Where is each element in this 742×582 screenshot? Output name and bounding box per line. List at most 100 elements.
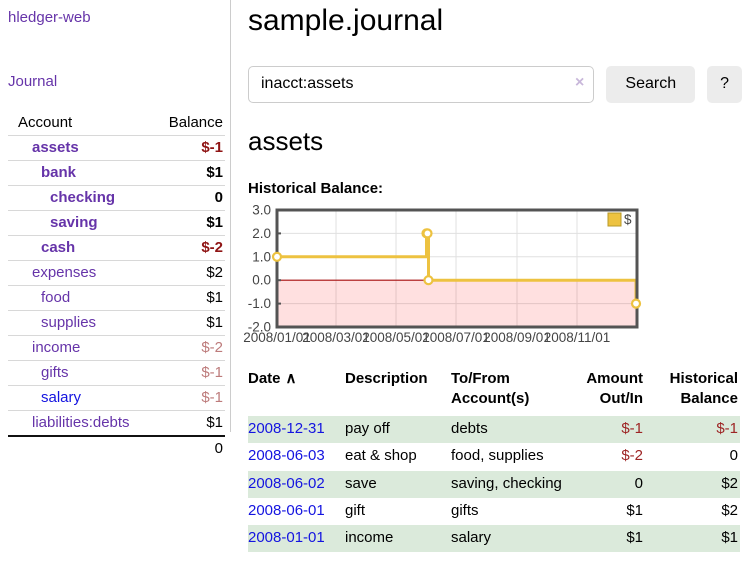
chart-canvas: 3.0 2.0 1.0 0.0 -1.0 -2.02008/01/012008/03/01… (243, 202, 642, 345)
sidebar-account-link[interactable]: bank (41, 164, 77, 181)
search-input[interactable] (248, 65, 595, 103)
sidebar-account-link[interactable]: checking (50, 189, 116, 206)
sort-ascending-icon: ∧ (285, 369, 297, 387)
accounts-total-value: 0 (8, 435, 225, 461)
account-balance: $-2 (148, 235, 225, 261)
sidebar-account-link[interactable]: gifts (41, 364, 69, 381)
sidebar-item-journal[interactable]: Journal (8, 73, 58, 90)
transaction-balance: $2 (721, 474, 738, 492)
account-name-cell: saving (8, 210, 149, 236)
account-balance: $1 (148, 410, 225, 437)
account-row: supplies $1 (8, 310, 225, 336)
account-row: checking 0 (8, 185, 225, 211)
account-row: gifts $-1 (8, 360, 225, 386)
accounts-header-account: Account (8, 111, 149, 136)
register-table: Date ∧ Description To/From Account(s) Amo… (248, 367, 740, 553)
account-balance: 0 (148, 185, 225, 211)
y-axis-tick-label: 0.0 (252, 272, 271, 287)
account-row: bank $1 (8, 160, 225, 186)
account-row: liabilities:debts $1 (8, 410, 225, 437)
help-button[interactable]: ? (707, 65, 742, 103)
y-axis-tick-label: 1.0 (252, 249, 271, 264)
sidebar-account-link[interactable]: expenses (32, 264, 97, 281)
transaction-accounts: food, supplies (451, 447, 544, 465)
accounts-header-balance: Balance (148, 111, 225, 136)
transaction-date-cell: 2008-06-02 (248, 471, 345, 498)
sidebar-account-link[interactable]: assets (32, 139, 79, 156)
transaction-balance: 0 (729, 447, 738, 465)
page-title: sample.journal (248, 4, 444, 37)
y-axis-tick-label: 2.0 (252, 225, 271, 240)
col-date[interactable]: Date ∧ (248, 367, 345, 417)
transaction-row: 2008-06-02 save saving, checking 0 $2 (248, 470, 740, 498)
transaction-balance: $2 (721, 501, 738, 519)
transaction-description: gift (345, 501, 366, 519)
account-name-cell: checking (8, 185, 149, 211)
transaction-row: 2008-12-31 pay off debts $-1 $-1 (248, 416, 740, 444)
main-content: sample.journal × Search ? assets Histori… (243, 0, 742, 553)
account-row: food $1 (8, 285, 225, 311)
account-row: assets $-1 (8, 135, 225, 161)
account-balance: $-1 (148, 135, 225, 161)
account-name-cell: food (8, 285, 149, 311)
account-balance: $-1 (148, 385, 225, 411)
account-balance: $2 (148, 260, 225, 286)
col-balance: Historical Balance (669, 369, 738, 407)
account-name-cell: assets (8, 135, 149, 161)
col-accounts: To/From Account(s) (451, 369, 530, 407)
app-title-link[interactable]: hledger-web (8, 9, 91, 26)
register-header-row: Date ∧ Description To/From Account(s) Amo… (248, 367, 740, 417)
accounts-header-row: Account Balance (8, 111, 225, 136)
account-balance: $1 (148, 210, 225, 236)
transaction-accounts: salary (451, 529, 492, 546)
transaction-date-cell: 2008-06-01 (248, 498, 345, 525)
account-row: expenses $2 (8, 260, 225, 286)
x-axis-tick-label: 2008/11/01 (544, 330, 611, 345)
transaction-description: income (345, 529, 394, 546)
data-point-marker (630, 297, 642, 309)
transaction-date-cell: 2008-12-31 (248, 416, 345, 443)
transaction-description: eat & shop (345, 447, 417, 465)
sidebar-account-link[interactable]: food (41, 289, 71, 306)
y-axis-tick-label: -1.0 (248, 296, 271, 311)
plot-border (275, 208, 639, 328)
sidebar-account-link[interactable]: salary (41, 389, 82, 406)
account-balance: $-1 (148, 360, 225, 386)
sidebar-account-link[interactable]: liabilities:debts (32, 414, 130, 431)
search-input-wrap: × (248, 65, 595, 103)
account-name-cell: salary (8, 385, 149, 411)
transaction-date-cell: 2008-01-01 (248, 525, 345, 552)
x-axis-tick-label: 2008/09/01 (483, 330, 551, 345)
transaction-description: pay off (345, 420, 390, 437)
col-date-label: Date (248, 369, 281, 387)
search-button[interactable]: Search (606, 65, 696, 103)
sidebar-account-link[interactable]: cash (41, 239, 76, 256)
x-axis-tick-label: 2008/03/01 (302, 330, 370, 345)
transaction-row: 2008-06-03 eat & shop food, supplies $-2 0 (248, 443, 740, 470)
data-point-marker (271, 251, 283, 262)
col-amount: Amount Out/In (586, 369, 643, 407)
col-description: Description (345, 369, 428, 387)
legend-label: $ (624, 212, 632, 227)
transaction-date-link[interactable]: 2008-06-03 (248, 447, 325, 465)
sidebar-account-link[interactable]: saving (50, 214, 98, 231)
account-name-cell: liabilities:debts (8, 410, 149, 437)
y-axis-tick-label: 3.0 (252, 202, 271, 217)
clear-search-icon[interactable]: × (575, 73, 585, 91)
account-row: cash $-2 (8, 235, 225, 261)
account-balance: $-2 (148, 335, 225, 361)
sidebar: hledger-web Journal Account Balance asse… (0, 0, 231, 461)
transaction-date-link[interactable]: 2008-01-01 (248, 529, 325, 546)
sidebar-account-link[interactable]: supplies (41, 314, 97, 331)
account-name-cell: supplies (8, 310, 149, 336)
sidebar-account-link[interactable]: income (32, 339, 81, 356)
account-row: salary $-1 (8, 385, 225, 411)
transaction-date-link[interactable]: 2008-06-02 (248, 474, 325, 492)
search-form: × Search ? (248, 65, 742, 103)
data-point-marker (422, 227, 433, 238)
transaction-date-link[interactable]: 2008-06-01 (248, 501, 325, 519)
accounts-total-row: 0 (8, 435, 225, 461)
transaction-date-link[interactable]: 2008-12-31 (248, 420, 325, 437)
data-point-marker (423, 274, 434, 285)
